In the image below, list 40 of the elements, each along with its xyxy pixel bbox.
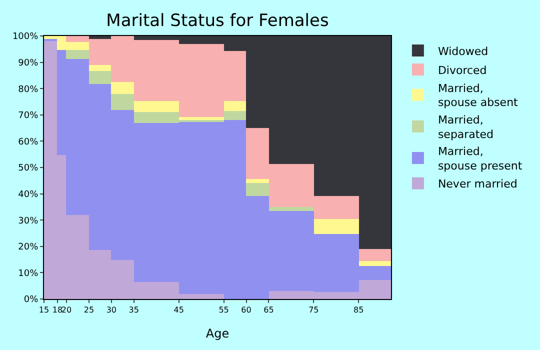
x-tick-label: 18 (52, 306, 63, 315)
y-tick-label: 90% (18, 58, 39, 68)
chart-title: Marital Status for Females (106, 10, 329, 31)
bar (246, 183, 269, 196)
legend-label: Never married (438, 178, 518, 191)
bar (246, 179, 269, 183)
x-tick-label: 15 (38, 306, 50, 315)
bar (111, 82, 134, 94)
x-tick-label: 75 (308, 306, 319, 315)
legend-label: Married, spouse present (438, 145, 523, 172)
legend-label: Widowed (438, 44, 488, 58)
x-tick-label: 60 (241, 306, 252, 315)
y-tick-label: 0% (24, 295, 39, 306)
y-tick-label: 30% (18, 216, 39, 226)
x-tick-label: 35 (128, 306, 139, 315)
x-tick-label: 45 (174, 306, 184, 315)
y-tick-label: 10% (18, 268, 39, 279)
bar (111, 94, 134, 110)
x-tick-label: 20 (61, 306, 72, 315)
x-tick-label: 30 (106, 306, 117, 315)
y-tick-label: 100% (12, 32, 39, 42)
y-tick-label: 80% (18, 84, 39, 95)
y-tick-label: 50% (18, 164, 39, 174)
x-tick-label: 65 (264, 306, 274, 315)
x-tick-label: 85 (354, 306, 364, 315)
y-tick-label: 60% (18, 137, 39, 148)
x-tick-label: 55 (218, 306, 229, 315)
legend-label: Married, separated (438, 114, 494, 141)
bar (224, 101, 246, 111)
bar (224, 111, 246, 120)
bar (89, 65, 111, 71)
y-tick-label: 40% (18, 190, 39, 200)
x-axis-title: Age (206, 326, 230, 340)
bar (66, 50, 89, 59)
y-tick-label: 70% (18, 111, 39, 122)
y-tick-label: 20% (18, 242, 39, 253)
legend-label: Divorced (438, 64, 487, 77)
legend-label: Married, spouse absent (438, 82, 519, 110)
x-tick-label: 25 (84, 306, 94, 315)
bar (89, 71, 111, 84)
